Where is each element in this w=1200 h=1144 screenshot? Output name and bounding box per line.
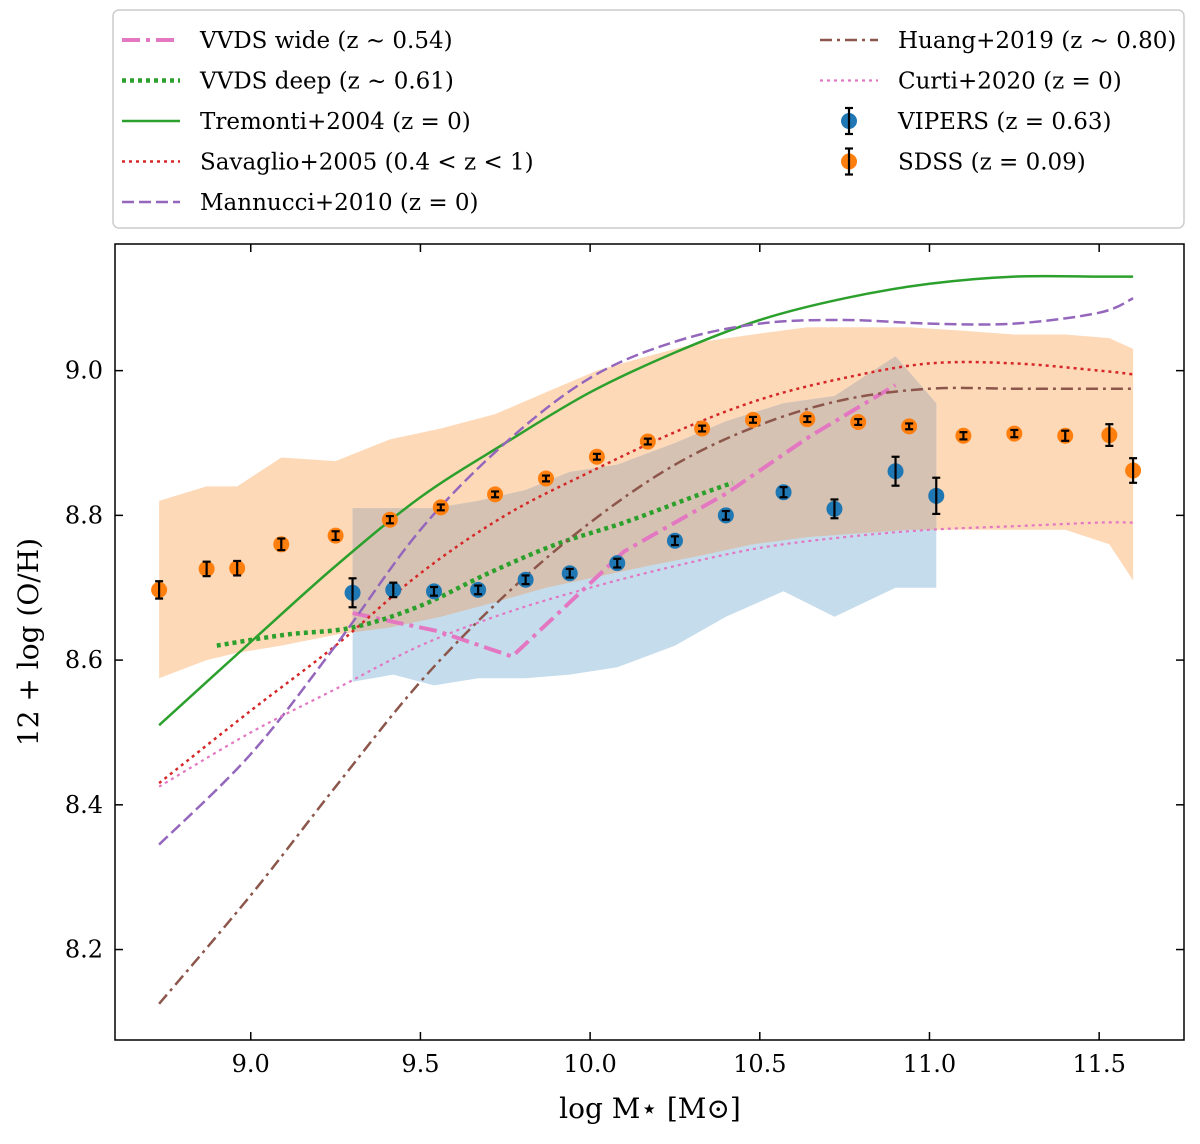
- legend-entry-mannucci: Mannucci+2010 (z = 0): [122, 190, 479, 216]
- legend-label-savaglio: Savaglio+2005 (0.4 < z < 1): [200, 150, 534, 176]
- relation-lines: [158, 274, 1134, 1005]
- vipers-point: [887, 455, 904, 487]
- sdss-point: [745, 411, 762, 428]
- plot-frame: [114, 243, 1185, 1041]
- vvds_deep-line: [216, 480, 734, 648]
- tremonti-line: [158, 274, 1134, 727]
- legend-entry-vvds_deep: VVDS deep (z ∼ 0.61): [122, 69, 454, 95]
- sdss-point: [273, 536, 290, 553]
- vipers-point: [775, 484, 792, 501]
- sdss-point: [229, 559, 246, 577]
- legend-entry-savaglio: Savaglio+2005 (0.4 < z < 1): [122, 150, 534, 176]
- sdss-point: [639, 433, 656, 450]
- data-points: [151, 411, 1142, 609]
- vvds_wide-line: [352, 383, 897, 659]
- x-tick-label: 11.5: [1072, 1050, 1125, 1078]
- sdss-point: [1057, 427, 1074, 444]
- sdss-point: [955, 427, 972, 444]
- sdss-point: [198, 560, 215, 578]
- legend-label-vipers: VIPERS (z = 0.63): [897, 109, 1112, 135]
- sdss-point: [432, 499, 449, 516]
- sdss-point: [381, 511, 398, 528]
- sdss-point: [1125, 457, 1142, 484]
- sdss-point: [1006, 425, 1023, 442]
- vipers-point: [826, 498, 843, 520]
- y-tick-label: 9.0: [65, 357, 103, 385]
- sdss-point: [588, 448, 605, 465]
- vipers-point: [517, 571, 534, 588]
- savaglio-line: [158, 360, 1134, 785]
- sdss-point: [487, 486, 504, 503]
- axis-ticks: 9.0 9.5 10.0 10.5 11.0 11.5 8.2 8.4 8.6 8.8 9.0: [65, 244, 1184, 1078]
- x-tick-label: 10.5: [733, 1050, 786, 1078]
- x-tick-label: 11.0: [903, 1050, 956, 1078]
- huang-line: [158, 386, 1134, 1005]
- sdss-point: [850, 414, 867, 431]
- legend-entry-vvds_wide: VVDS wide (z ∼ 0.54): [122, 28, 453, 54]
- legend-label-sdss: SDSS (z = 0.09): [898, 150, 1086, 176]
- legend-box: [112, 9, 1185, 229]
- x-tick-label: 9.0: [232, 1050, 270, 1078]
- legend-label-mannucci: Mannucci+2010 (z = 0): [200, 190, 479, 216]
- legend-label-tremonti: Tremonti+2004 (z = 0): [200, 109, 471, 135]
- legend: VVDS wide (z ∼ 0.54) VVDS deep (z ∼ 0.61)…: [112, 9, 1185, 229]
- vipers-point: [928, 476, 945, 516]
- legend-entry-huang: Huang+2019 (z ∼ 0.80): [820, 28, 1176, 54]
- x-tick-label: 9.5: [401, 1050, 439, 1078]
- vipers-point: [344, 577, 361, 609]
- legend-entry-curti: Curti+2020 (z = 0): [820, 69, 1122, 95]
- y-axis-label: 12 + log (O/H): [12, 538, 45, 746]
- vipers-point: [666, 532, 683, 549]
- sdss-point: [537, 470, 554, 487]
- vipers-point: [717, 507, 734, 524]
- sdss-point: [151, 580, 168, 600]
- x-tick-label: 10.0: [563, 1050, 616, 1078]
- sdss-point: [694, 420, 711, 437]
- vipers-point: [385, 581, 402, 599]
- vipers-point: [470, 581, 487, 598]
- legend-entry-sdss: SDSS (z = 0.09): [841, 147, 1086, 176]
- legend-entry-tremonti: Tremonti+2004 (z = 0): [122, 109, 471, 135]
- legend-label-curti: Curti+2020 (z = 0): [898, 69, 1122, 95]
- vipers-point: [426, 583, 443, 600]
- sdss-point: [327, 527, 344, 544]
- legend-label-huang: Huang+2019 (z ∼ 0.80): [898, 28, 1176, 54]
- y-tick-label: 8.6: [65, 646, 103, 674]
- sdss-point: [799, 411, 816, 428]
- legend-label-vvds_deep: VVDS deep (z ∼ 0.61): [199, 69, 454, 95]
- mannucci-line: [158, 297, 1134, 846]
- y-tick-label: 8.4: [65, 791, 103, 819]
- x-axis-label: log M⋆ [M⊙]: [559, 1092, 741, 1125]
- legend-entry-vipers: VIPERS (z = 0.63): [841, 106, 1112, 136]
- y-tick-label: 8.8: [65, 501, 103, 529]
- sdss-point: [901, 418, 918, 435]
- y-tick-label: 8.2: [65, 936, 103, 964]
- vipers-point: [561, 565, 578, 582]
- sdss-point: [1101, 423, 1118, 447]
- legend-label-vvds_wide: VVDS wide (z ∼ 0.54): [199, 28, 453, 54]
- vipers-point: [609, 555, 626, 572]
